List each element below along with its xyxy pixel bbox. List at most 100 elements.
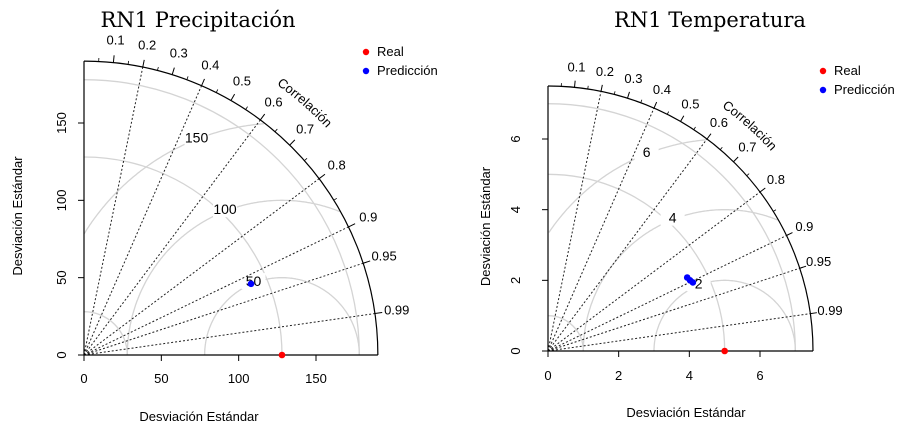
- correlation-tick: [786, 232, 793, 236]
- y-tick-label: 4: [508, 206, 523, 213]
- sd-arc: [547, 173, 726, 352]
- rms-label: 50: [246, 273, 262, 289]
- correlation-minor-tick: [127, 60, 130, 65]
- legend-label: Real: [834, 63, 861, 78]
- rms-label-bg: [634, 143, 659, 160]
- correlation-line: [83, 66, 144, 356]
- x-tick-label: 0: [544, 368, 551, 383]
- rms-label: 6: [643, 144, 651, 160]
- correlation-minor-tick: [719, 146, 723, 150]
- correlation-tick: [318, 173, 326, 180]
- correlation-line: [83, 119, 261, 356]
- correlation-tick: [627, 91, 630, 99]
- x-tick-label: 4: [686, 368, 693, 383]
- chart-title: RN1 Precipitación: [100, 8, 295, 32]
- correlation-line: [83, 262, 364, 356]
- sd-arc: [83, 311, 128, 356]
- correlation-tick: [142, 59, 145, 68]
- correlation-tick: [171, 67, 175, 75]
- correlation-line: [547, 313, 811, 352]
- rms-label-bg: [660, 209, 685, 226]
- correlation-line: [83, 85, 203, 356]
- rms-label: 100: [213, 201, 237, 217]
- correlation-tick-label: 0.5: [233, 73, 251, 88]
- correlation-tick-label: 0.99: [384, 302, 409, 317]
- outer-arc: [83, 60, 379, 356]
- outer-arc: [547, 85, 814, 352]
- rms-arc: [126, 199, 341, 355]
- correlation-tick: [759, 187, 766, 193]
- correlation-tick: [810, 312, 817, 315]
- rms-label-bg: [213, 201, 238, 218]
- correlation-line: [547, 91, 602, 352]
- y-tick-label: 0: [54, 351, 69, 358]
- correlation-tick-label: 0.7: [296, 121, 314, 136]
- data-point-real: [278, 351, 286, 359]
- correlation-tick-label: 0.9: [795, 219, 813, 234]
- legend-label: Real: [377, 44, 404, 59]
- correlation-tick-label: 0.2: [138, 37, 156, 52]
- correlation-minor-tick: [245, 106, 248, 110]
- sd-arc: [547, 103, 796, 352]
- legend-label: Predicción: [834, 82, 895, 97]
- x-axis-title: Desviación Estándar: [139, 409, 259, 424]
- correlation-line: [83, 226, 349, 356]
- y-axis-title: Desviación Estándar: [10, 156, 25, 276]
- correlation-tick-label: 0.9: [359, 209, 377, 224]
- correlation-tick: [201, 78, 205, 86]
- y-tick-label: 2: [508, 277, 523, 284]
- legend-label: Predicción: [377, 63, 438, 78]
- correlation-line: [547, 191, 761, 352]
- y-tick-label: 100: [54, 189, 69, 211]
- sd-arc: [83, 156, 283, 356]
- data-point-prediccion: [689, 279, 697, 286]
- correlation-tick: [374, 312, 383, 315]
- sd-arc: [547, 315, 584, 352]
- correlation-tick-label: 0.4: [653, 82, 671, 97]
- correlation-line: [547, 107, 655, 352]
- correlation-tick-label: 0.3: [170, 46, 188, 61]
- y-tick-label: 150: [54, 112, 69, 134]
- correlation-tick-label: 0.1: [567, 60, 585, 75]
- correlation-tick-label: 0.2: [596, 64, 614, 79]
- correlation-tick: [574, 80, 576, 88]
- x-tick-label: 100: [228, 371, 250, 386]
- y-tick-label: 0: [508, 347, 523, 354]
- correlation-tick-label: 0.8: [767, 172, 785, 187]
- legend-marker: [362, 67, 370, 75]
- x-tick-label: 0: [80, 371, 87, 386]
- correlation-tick: [289, 139, 296, 146]
- x-tick-label: 50: [154, 371, 168, 386]
- correlation-tick: [733, 156, 739, 163]
- correlation-tick-label: 0.99: [817, 303, 842, 318]
- correlation-minor-tick: [613, 91, 616, 95]
- correlation-minor-tick: [693, 126, 696, 130]
- correlation-minor-tick: [274, 128, 278, 132]
- y-tick-label: 6: [508, 135, 523, 142]
- x-tick-label: 150: [305, 371, 327, 386]
- correlation-tick: [600, 84, 603, 92]
- correlation-minor-tick: [304, 157, 308, 161]
- correlation-tick: [230, 93, 236, 101]
- correlation-line: [83, 313, 375, 356]
- chart-title: RN1 Temperatura: [614, 8, 806, 32]
- correlation-minor-tick: [157, 66, 159, 71]
- rms-label: 4: [669, 210, 677, 226]
- correlation-tick-label: 0.5: [681, 96, 699, 111]
- correlation-tick-label: 0.6: [710, 115, 728, 130]
- correlation-minor-tick: [640, 99, 643, 103]
- correlation-minor-tick: [333, 197, 337, 201]
- legend-marker: [362, 48, 370, 56]
- legend-marker: [819, 86, 827, 94]
- y-tick-label: 50: [54, 270, 69, 284]
- correlation-tick-label: 0.4: [201, 57, 219, 72]
- y-axis-title: Desviación Estándar: [478, 166, 493, 286]
- legend-marker: [819, 67, 827, 75]
- correlation-tick: [653, 101, 658, 109]
- correlation-minor-tick: [186, 76, 189, 80]
- data-point-real: [721, 347, 728, 355]
- taylor-chart-2: RN1 Temperatura 2 4 6 0.1 0.2 0.3 0.4 0.5 0.6 0.7 0…: [478, 8, 895, 420]
- correlation-line: [83, 178, 320, 356]
- rms-arc: [653, 279, 796, 351]
